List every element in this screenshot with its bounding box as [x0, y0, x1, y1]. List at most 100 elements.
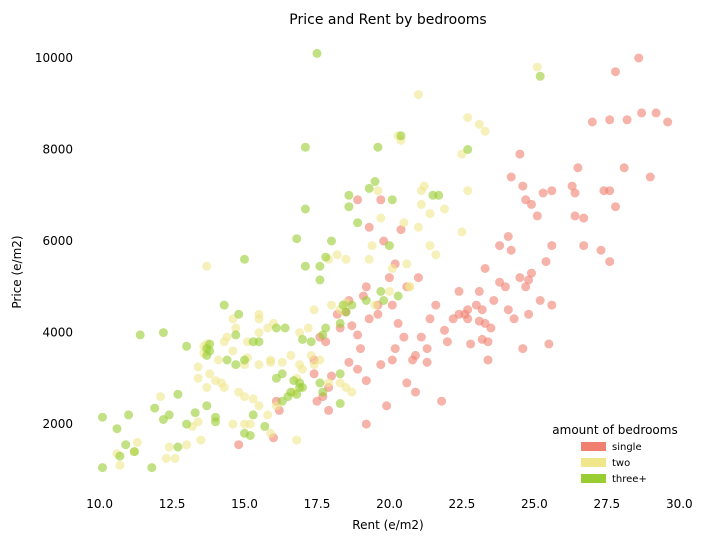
data-point	[335, 399, 345, 408]
y-tick-label: 2000	[42, 417, 73, 431]
data-point	[364, 314, 374, 324]
x-tick-label: 25.0	[521, 497, 548, 511]
data-point	[373, 309, 383, 319]
data-point	[663, 117, 673, 127]
y-axis-ticks: 2000 4000 6000 8000 10000	[35, 51, 73, 431]
data-point	[182, 440, 192, 450]
data-point	[611, 202, 620, 212]
data-point	[422, 344, 432, 354]
data-point	[463, 186, 473, 196]
data-point	[292, 435, 302, 445]
data-point	[158, 328, 168, 338]
data-point	[332, 250, 342, 260]
data-point	[413, 273, 423, 283]
data-point	[370, 300, 380, 310]
data-point	[292, 389, 302, 399]
data-point	[335, 318, 345, 328]
data-point	[506, 245, 516, 255]
data-point	[376, 195, 386, 205]
data-point	[315, 261, 325, 271]
y-tick-label: 6000	[42, 234, 73, 248]
data-point	[115, 460, 125, 470]
data-point	[396, 131, 406, 141]
data-point	[364, 254, 374, 264]
data-point	[321, 252, 331, 262]
data-point	[353, 364, 363, 374]
x-tick-label: 17.5	[304, 497, 331, 511]
data-point	[193, 362, 203, 372]
data-point	[211, 417, 220, 427]
data-point	[353, 218, 363, 228]
data-point	[535, 71, 545, 81]
data-point	[129, 447, 139, 457]
data-point	[596, 245, 606, 255]
data-point	[587, 117, 597, 127]
data-point	[361, 296, 371, 305]
data-point	[431, 300, 441, 310]
data-point	[193, 373, 203, 383]
data-point	[483, 355, 493, 365]
series-three-	[98, 48, 545, 473]
data-point	[382, 401, 392, 411]
data-point	[376, 213, 386, 223]
data-point	[515, 273, 525, 283]
data-point	[248, 410, 258, 420]
data-point	[442, 337, 452, 347]
y-tick-label: 4000	[42, 326, 73, 340]
data-point	[306, 337, 316, 347]
data-point	[213, 355, 223, 365]
data-point	[300, 261, 310, 271]
data-point	[312, 48, 322, 58]
data-point	[327, 236, 336, 246]
data-point	[379, 296, 389, 305]
data-point	[474, 286, 484, 296]
data-point	[532, 62, 542, 72]
data-point	[309, 305, 319, 315]
data-point	[454, 286, 464, 296]
data-point	[402, 259, 412, 269]
data-point	[196, 435, 206, 445]
y-tick-label: 10000	[35, 51, 73, 65]
data-point	[260, 421, 270, 431]
data-point	[211, 376, 220, 386]
data-point	[356, 344, 365, 354]
data-point	[486, 323, 496, 333]
data-point	[347, 387, 357, 397]
data-point	[405, 282, 415, 292]
data-point	[518, 344, 528, 354]
data-point	[202, 383, 212, 392]
data-point	[622, 115, 632, 125]
data-point	[219, 300, 229, 310]
data-point	[327, 371, 336, 381]
data-point	[245, 431, 255, 440]
data-point	[547, 241, 557, 251]
data-point	[300, 142, 310, 152]
data-point	[524, 309, 534, 319]
data-point	[402, 378, 412, 388]
data-point	[115, 451, 125, 461]
data-point	[509, 314, 519, 324]
x-tick-label: 20.0	[376, 497, 403, 511]
data-point	[474, 119, 484, 129]
data-point	[634, 53, 644, 63]
data-point	[248, 394, 258, 404]
legend-swatch	[581, 442, 606, 451]
data-point	[483, 337, 493, 347]
data-point	[121, 440, 131, 450]
data-point	[164, 410, 174, 420]
data-point	[295, 328, 305, 338]
x-tick-label: 30.0	[666, 497, 693, 511]
data-point	[341, 307, 351, 317]
data-point	[312, 396, 322, 406]
data-point	[416, 332, 426, 342]
x-tick-label: 27.5	[593, 497, 620, 511]
data-point	[480, 126, 490, 136]
data-point	[222, 355, 232, 365]
data-point	[98, 412, 107, 422]
data-point	[234, 309, 244, 319]
data-point	[300, 204, 310, 214]
data-point	[541, 257, 551, 267]
data-point	[231, 330, 241, 340]
